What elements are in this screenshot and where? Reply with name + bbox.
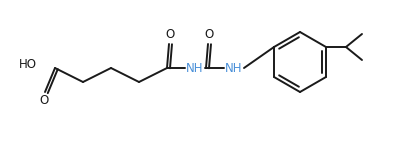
Text: O: O bbox=[204, 28, 214, 42]
Text: O: O bbox=[39, 94, 49, 108]
Text: O: O bbox=[165, 28, 175, 42]
Text: NH: NH bbox=[225, 61, 243, 75]
Text: HO: HO bbox=[19, 58, 37, 72]
Text: NH: NH bbox=[186, 61, 204, 75]
